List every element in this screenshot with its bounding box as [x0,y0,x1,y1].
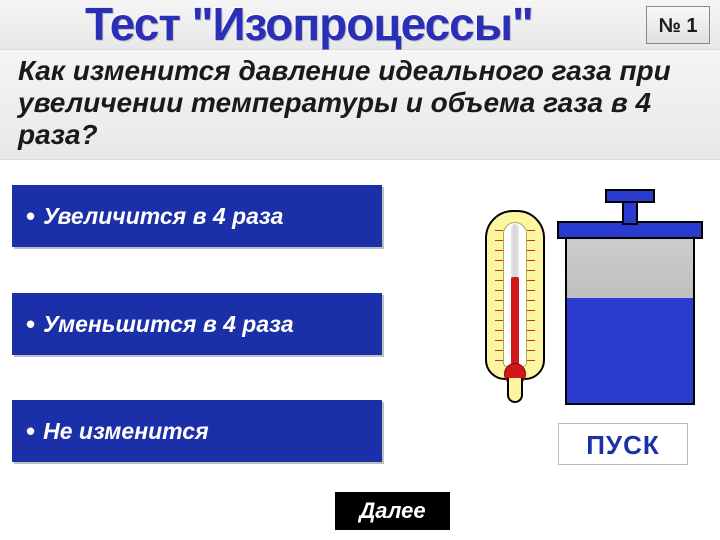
page-title: Тест "Изопроцессы" [85,0,533,51]
answer-option-2[interactable]: • Уменьшится в 4 раза [12,293,382,355]
bullet-icon: • [26,309,35,340]
question-number-badge: № 1 [646,6,710,44]
answer-option-1[interactable]: • Увеличится в 4 раза [12,185,382,247]
answer-label: Не изменится [43,418,209,445]
bullet-icon: • [26,201,35,232]
start-button[interactable]: ПУСК [558,423,688,465]
thermometer-illustration [485,210,545,415]
answer-label: Уменьшится в 4 раза [43,311,294,338]
piston-illustration [565,195,695,405]
question-text: Как изменится давление идеального газа п… [18,55,702,151]
question-bar: Как изменится давление идеального газа п… [0,50,720,160]
next-button[interactable]: Далее [335,492,450,530]
answer-label: Увеличится в 4 раза [43,203,283,230]
answer-option-3[interactable]: • Не изменится [12,400,382,462]
bullet-icon: • [26,416,35,447]
